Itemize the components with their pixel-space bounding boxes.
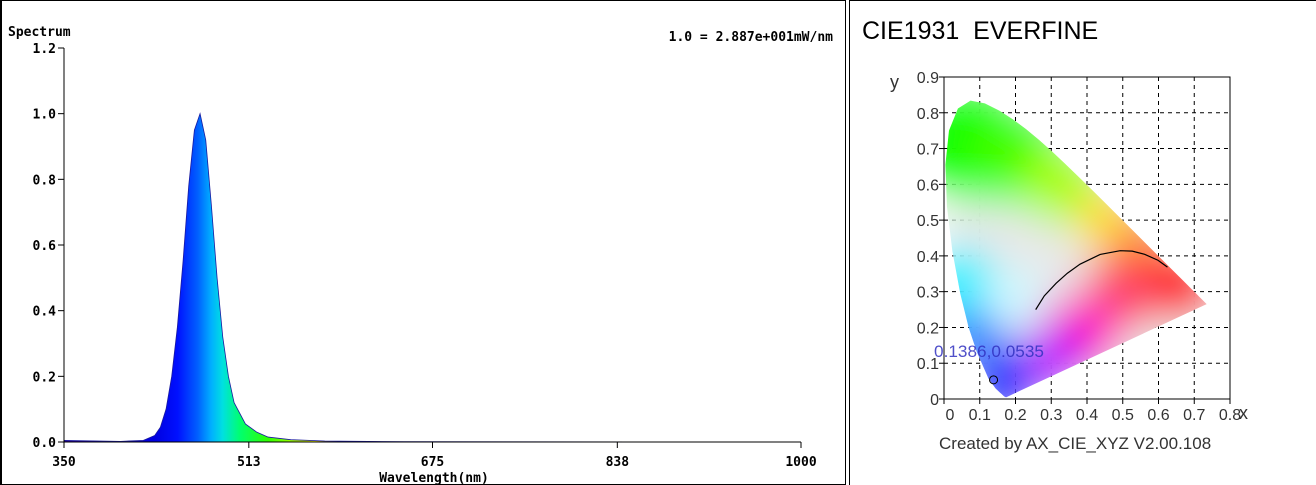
cie-x-tick-label: 0.7 — [1183, 407, 1205, 424]
cie-y-tick-label: 0.5 — [917, 213, 939, 230]
cie-y-axis-label: y — [890, 72, 899, 92]
x-tick-label: 513 — [237, 455, 260, 470]
spectrum-line — [63, 112, 802, 443]
cie-x-tick-label: 0.4 — [1076, 407, 1098, 424]
cie-x-tick-label: 0 — [946, 407, 955, 424]
cie-x-tick-label: 0.6 — [1147, 407, 1169, 424]
cie-y-tick-label: 0 — [930, 392, 939, 409]
cie-footer-credit: Created by AX_CIE_XYZ V2.00.108 — [939, 434, 1211, 453]
y-tick-label: 0.0 — [33, 436, 57, 451]
planckian-locus — [1035, 250, 1168, 310]
cie-x-tick-label: 0.3 — [1040, 407, 1062, 424]
cie-point-marker — [989, 375, 999, 385]
y-tick-label: 0.2 — [33, 370, 56, 385]
x-tick-label: 675 — [421, 455, 444, 470]
cie-x-tick-label: 0.1 — [969, 407, 991, 424]
spectrum-title: Spectrum — [8, 25, 71, 40]
cie-y-tick-label: 0.3 — [917, 285, 939, 302]
cie-y-tick-label: 0.6 — [917, 177, 939, 194]
x-tick-label: 350 — [52, 455, 76, 470]
y-tick-label: 1.0 — [33, 108, 57, 123]
spectrum-scale-note: 1.0 = 2.887e+001mW/nm — [669, 30, 834, 45]
cie-y-tick-label: 0.7 — [917, 142, 939, 159]
spectrum-chart: Spectrum 1.0 = 2.887e+001mW/nm Wavelengt… — [8, 25, 834, 484]
cie-chromaticity-chart: CIE1931 EVERFINE y x Created by AX_CIE_X… — [862, 17, 1248, 453]
cie-y-tick-label: 0.1 — [917, 356, 939, 373]
spectrum-area — [64, 113, 801, 443]
cie-y-tick-label: 0.9 — [917, 70, 939, 87]
x-tick-label: 1000 — [785, 455, 816, 470]
cie-x-tick-label: 0.8 — [1219, 407, 1241, 424]
y-tick-label: 0.6 — [33, 239, 57, 254]
cie-title: CIE1931 EVERFINE — [862, 17, 1098, 45]
y-tick-label: 0.4 — [33, 305, 57, 320]
x-tick-label: 838 — [606, 455, 630, 470]
y-tick-label: 0.8 — [33, 173, 57, 188]
y-tick-label: 1.2 — [33, 42, 56, 57]
cie-x-axis-label: x — [1239, 403, 1248, 423]
spectrum-chart-panel: Spectrum 1.0 = 2.887e+001mW/nm Wavelengt… — [0, 0, 846, 485]
cie-y-tick-label: 0.2 — [917, 320, 939, 337]
cie-chart-panel: CIE1931 EVERFINE y x Created by AX_CIE_X… — [849, 0, 1316, 485]
cie-x-tick-label: 0.5 — [1112, 407, 1134, 424]
cie-point-label: 0.1386,0.0535 — [934, 342, 1044, 361]
cie-x-tick-label: 0.2 — [1004, 407, 1026, 424]
x-axis-label: Wavelength(nm) — [379, 471, 489, 484]
cie-y-tick-label: 0.8 — [917, 106, 939, 123]
cie-y-tick-label: 0.4 — [917, 249, 939, 266]
